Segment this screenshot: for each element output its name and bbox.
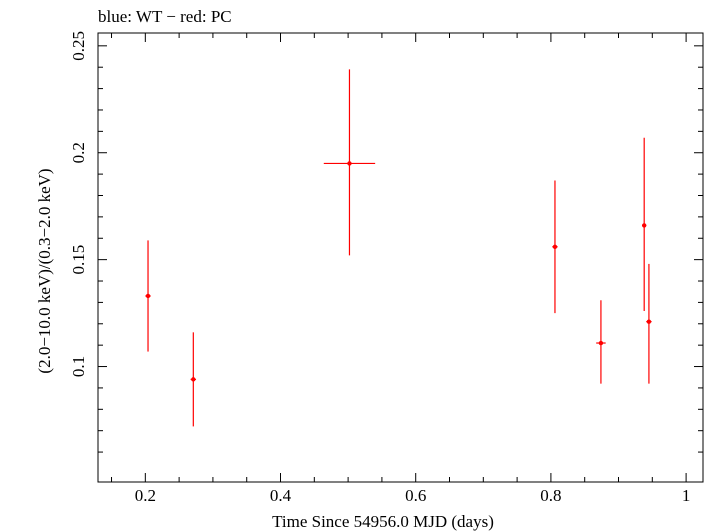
point-marker xyxy=(145,293,151,299)
data-point xyxy=(641,137,647,311)
x-tick-label: 0.8 xyxy=(540,486,561,505)
point-marker xyxy=(598,340,604,346)
data-point xyxy=(190,332,197,427)
x-tick-label: 0.6 xyxy=(405,486,426,505)
data-point xyxy=(646,263,652,384)
point-marker xyxy=(347,161,352,166)
axis-ticks xyxy=(98,33,703,482)
x-axis-label: Time Since 54956.0 MJD (days) xyxy=(272,512,494,531)
x-tick-label: 1 xyxy=(682,486,691,505)
x-tick-label: 0.4 xyxy=(270,486,292,505)
y-tick-label: 0.25 xyxy=(69,31,88,61)
y-tick-label: 0.1 xyxy=(69,356,88,377)
data-points xyxy=(145,69,652,427)
y-tick-label: 0.15 xyxy=(69,245,88,275)
y-axis-label: (2.0−10.0 keV)/(0.3−2.0 keV) xyxy=(35,168,54,373)
data-point xyxy=(552,180,558,314)
plot-frame xyxy=(97,32,704,483)
point-marker xyxy=(646,319,652,324)
point-marker xyxy=(641,223,647,228)
y-tick-label: 0.2 xyxy=(69,142,88,163)
point-marker xyxy=(191,377,196,382)
data-point xyxy=(145,240,151,352)
point-marker xyxy=(552,244,558,250)
data-point xyxy=(596,300,606,384)
data-point xyxy=(323,69,376,256)
chart-title: blue: WT − red: PC xyxy=(98,7,232,26)
tick-labels: 0.2 0.4 0.6 0.8 1 0.1 0.15 0.2 0.25 xyxy=(69,31,690,505)
x-tick-label: 0.2 xyxy=(135,486,156,505)
